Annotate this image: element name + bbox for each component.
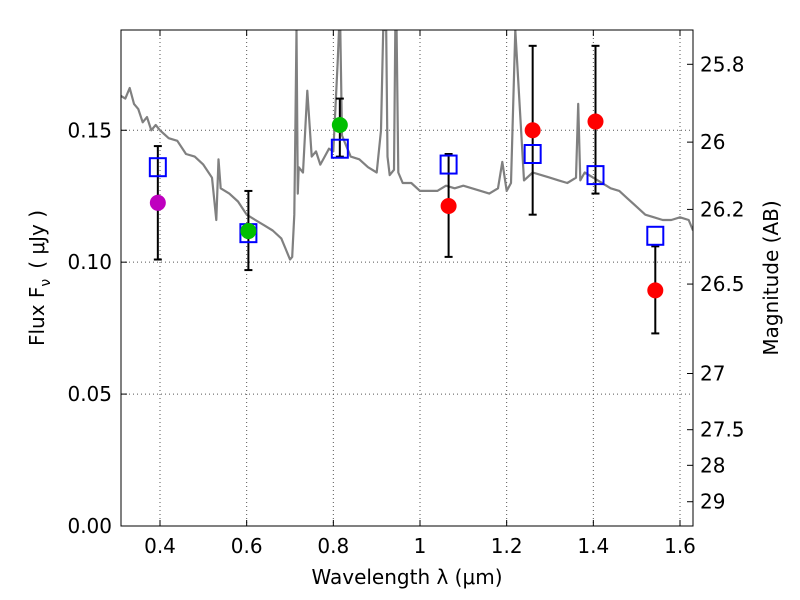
- y2-tick-label: 27: [700, 362, 725, 386]
- y-tick-label: 0.00: [67, 514, 112, 538]
- model-photometry-square: [646, 225, 665, 246]
- observed-flux-point: [240, 223, 257, 240]
- y-axis-title-main: Flux F: [25, 287, 49, 346]
- y2-tick-label: 26.5: [700, 272, 745, 296]
- x-tick-label: 1: [414, 534, 427, 558]
- spectrum-line: [121, 30, 693, 261]
- x-axis-ticks: 0.4 0.6 0.8 1 1.2 1.4 1.6: [144, 30, 696, 558]
- model-photometry-square: [523, 144, 542, 164]
- x-tick-label: 1.2: [491, 534, 523, 558]
- x-tick-label: 1.6: [664, 534, 696, 558]
- model-photometry-square: [586, 165, 605, 186]
- x-tick-label: 0.8: [317, 534, 349, 558]
- svg-text:Flux Fν( μJy ): Flux Fν ( μJy ): [25, 210, 54, 346]
- plot-frame: [120, 29, 694, 527]
- model-photometry-square: [330, 138, 349, 159]
- y2-tick-label: 28: [700, 453, 725, 477]
- y2-axis-ticks: 25.8 26 26.2 26.5 27 27.5 28 29: [687, 52, 745, 514]
- grid: [121, 30, 693, 526]
- spectrum-layer: [121, 30, 693, 261]
- y-tick-label: 0.05: [67, 382, 112, 406]
- y2-tick-label: 25.8: [700, 52, 745, 76]
- errorbar-layer: [153, 44, 660, 335]
- x-axis-title: Wavelength λ (μm): [311, 565, 502, 589]
- y2-axis-title: Magnitude (AB): [759, 200, 783, 355]
- model-photometry-square: [439, 154, 458, 175]
- observed-flux-point: [647, 282, 664, 299]
- y-axis-title-subscript: ν: [38, 279, 54, 287]
- y2-tick-label: 26: [700, 130, 725, 154]
- y-tick-label: 0.15: [67, 118, 112, 142]
- observed-flux-point: [149, 194, 166, 211]
- observed-flux-point: [440, 197, 457, 214]
- observed-flux-layer: [149, 113, 664, 299]
- observed-flux-point: [524, 122, 541, 139]
- x-tick-label: 0.6: [231, 534, 263, 558]
- y-axis-ticks: 0.00 0.05 0.10 0.15: [67, 118, 127, 538]
- y2-tick-label: 29: [700, 490, 725, 514]
- x-tick-label: 0.4: [144, 534, 176, 558]
- y-tick-label: 0.10: [67, 250, 112, 274]
- observed-flux-point: [587, 113, 604, 130]
- observed-flux-point: [331, 116, 348, 133]
- y-axis-title: Flux Fν ( μJy ): [25, 210, 54, 346]
- y-axis-title-unit: ( μJy ): [25, 210, 49, 269]
- model-photometry-square: [148, 157, 167, 178]
- y2-tick-label: 26.2: [700, 197, 745, 221]
- x-tick-label: 1.4: [577, 534, 609, 558]
- y2-tick-label: 27.5: [700, 418, 745, 442]
